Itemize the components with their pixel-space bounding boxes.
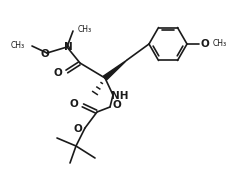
Text: CH₃: CH₃ [11,41,25,50]
Text: O: O [201,39,209,49]
Text: O: O [113,100,121,110]
Text: NH: NH [111,91,129,101]
Text: CH₃: CH₃ [213,39,227,48]
Polygon shape [103,60,127,80]
Text: CH₃: CH₃ [78,25,92,35]
Text: O: O [70,99,78,109]
Text: O: O [54,68,62,78]
Text: O: O [74,124,82,134]
Text: N: N [64,42,72,52]
Text: O: O [41,49,49,59]
